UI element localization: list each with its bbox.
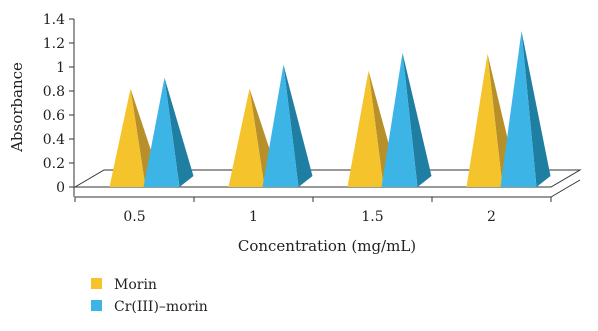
chart-floor bbox=[73, 169, 582, 198]
pyramid-front-face bbox=[143, 77, 180, 187]
x-tick-label: 0.5 bbox=[123, 209, 145, 225]
x-tick-label: 2 bbox=[487, 209, 496, 225]
pyramid-front-face bbox=[262, 64, 299, 187]
pyramid-side-face bbox=[164, 77, 194, 187]
legend-label: Cr(III)–morin bbox=[114, 299, 208, 315]
legend-label: Morin bbox=[114, 277, 157, 293]
y-tick-label: 1.4 bbox=[43, 12, 65, 28]
x-tick-label: 1 bbox=[249, 209, 258, 225]
y-tick-label: 0.6 bbox=[43, 108, 65, 124]
pyramid-front-face bbox=[381, 52, 418, 187]
pyramid-front-face bbox=[500, 31, 537, 187]
y-tick-label: 0.2 bbox=[43, 156, 65, 172]
bars bbox=[109, 31, 551, 187]
pyramid-front-face bbox=[347, 70, 384, 187]
y-tick-label: 1.2 bbox=[43, 36, 65, 52]
pyramid-front-face bbox=[228, 88, 265, 187]
x-axis: 0.5 1 1.5 2 bbox=[74, 197, 552, 225]
y-axis-title: Absorbance bbox=[8, 62, 26, 153]
y-tick-label: 0.4 bbox=[43, 132, 65, 148]
y-tick-label: 0.8 bbox=[43, 84, 65, 100]
x-axis-title: Concentration (mg/mL) bbox=[238, 237, 416, 255]
legend-swatch bbox=[91, 278, 102, 289]
pyramid-bar bbox=[381, 52, 432, 187]
pyramid-bar bbox=[500, 31, 551, 187]
pyramid-bar bbox=[262, 64, 313, 187]
pyramid-front-face bbox=[109, 88, 146, 187]
pyramid-front-face bbox=[466, 53, 503, 187]
pyramid-side-face bbox=[402, 52, 432, 187]
pyramid-side-face bbox=[283, 64, 313, 187]
y-tick-label: 0 bbox=[56, 180, 65, 196]
pyramid-side-face bbox=[521, 31, 551, 187]
x-tick-label: 1.5 bbox=[361, 209, 383, 225]
legend-swatch bbox=[91, 300, 102, 311]
pyramid-bar bbox=[143, 77, 194, 187]
y-axis: 0 0.2 0.4 0.6 0.8 1 1.2 1.4 bbox=[43, 12, 75, 197]
y-tick-label: 1 bbox=[56, 60, 65, 76]
floor-side-edge bbox=[550, 179, 581, 198]
legend: Morin Cr(III)–morin bbox=[91, 277, 208, 315]
